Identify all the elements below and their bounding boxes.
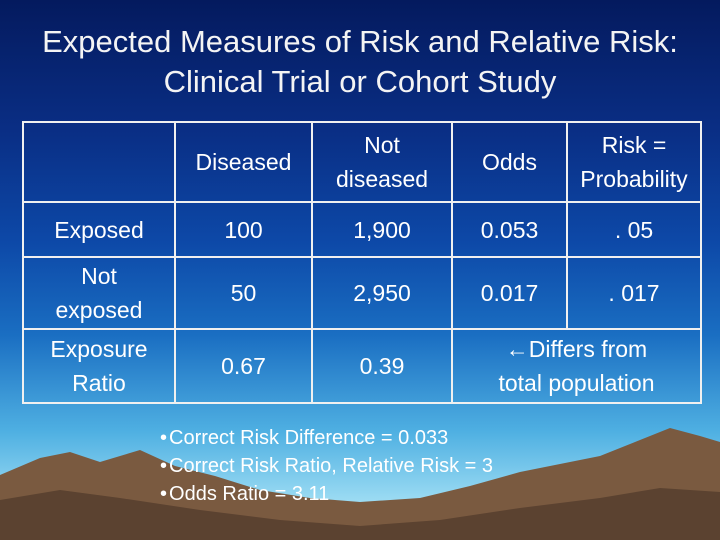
row-label-not-exposed-line1: Not (81, 263, 117, 289)
header-not-diseased: Not diseased (311, 121, 453, 203)
mountain-landscape (0, 428, 720, 540)
header-risk-line2: Probability (580, 166, 688, 192)
cell-not-exposed-odds: 0.017 (451, 256, 568, 330)
left-arrow-icon: ← (505, 336, 529, 362)
bullet-risk-difference: Correct Risk Difference = 0.033 (160, 424, 493, 452)
cell-not-exposed-not-diseased: 2,950 (311, 256, 453, 330)
cell-not-exposed-diseased: 50 (174, 256, 313, 330)
cell-exposed-risk: . 05 (566, 201, 702, 258)
slide-title: Expected Measures of Risk and Relative R… (42, 24, 678, 99)
row-label-exposed: Exposed (22, 201, 176, 258)
row-label-exposure-ratio-line1: Exposure (50, 336, 148, 362)
table-row: Exposure Ratio 0.67 0.39 ←Differs from t… (22, 328, 702, 404)
risk-table: Diseased Not diseased Odds Risk = Probab… (22, 121, 702, 404)
table-row: Not exposed 50 2,950 0.017 . 017 (22, 256, 702, 330)
header-risk: Risk = Probability (566, 121, 702, 203)
header-odds: Odds (451, 121, 568, 203)
header-not-diseased-line1: Not (364, 132, 400, 158)
cell-ratio-note: ←Differs from total population (451, 328, 702, 404)
header-not-diseased-line2: diseased (335, 166, 429, 192)
ratio-note-line2: total population (498, 370, 655, 396)
cell-exposed-not-diseased: 1,900 (311, 201, 453, 258)
row-label-not-exposed: Not exposed (22, 256, 176, 330)
mountain-range-near (0, 488, 720, 540)
header-diseased: Diseased (174, 121, 313, 203)
table-header-row: Diseased Not diseased Odds Risk = Probab… (22, 121, 702, 203)
row-label-not-exposed-line2: exposed (55, 297, 143, 323)
row-label-exposure-ratio-line2: Ratio (72, 370, 126, 396)
summary-bullets: Correct Risk Difference = 0.033 Correct … (160, 424, 493, 508)
table-row: Exposed 100 1,900 0.053 . 05 (22, 201, 702, 258)
cell-exposed-diseased: 100 (174, 201, 313, 258)
cell-ratio-diseased: 0.67 (174, 328, 313, 404)
bullet-odds-ratio: Odds Ratio = 3.11 (160, 480, 493, 508)
row-label-exposure-ratio: Exposure Ratio (22, 328, 176, 404)
header-risk-line1: Risk = (601, 132, 667, 158)
cell-not-exposed-risk: . 017 (566, 256, 702, 330)
header-blank-cell (22, 121, 176, 203)
cell-exposed-odds: 0.053 (451, 201, 568, 258)
ratio-note-line1: Differs from (528, 336, 648, 362)
bullet-risk-ratio: Correct Risk Ratio, Relative Risk = 3 (160, 452, 493, 480)
cell-ratio-not-diseased: 0.39 (311, 328, 453, 404)
